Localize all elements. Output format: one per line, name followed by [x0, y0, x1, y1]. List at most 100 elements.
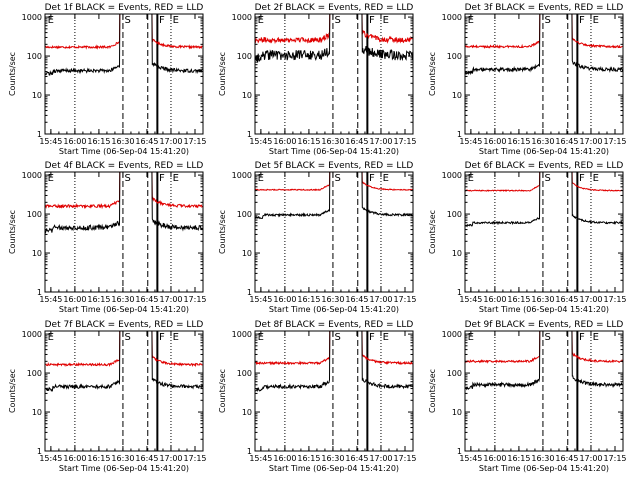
marker-e: E — [593, 332, 599, 343]
x-tick-label: 16:00 — [483, 454, 506, 463]
y-tick-label: 100 — [447, 369, 462, 378]
y-tick-label: 1000 — [442, 330, 462, 339]
x-tick-label: 16:00 — [273, 137, 296, 146]
x-tick-label: 16:15 — [297, 137, 320, 146]
series-events — [45, 331, 203, 392]
x-tick-label: 16:30 — [111, 454, 134, 463]
y-axis-label: Counts/sec — [8, 210, 17, 254]
plot-frame — [44, 13, 204, 135]
x-tick-label: 16:30 — [111, 295, 134, 304]
y-tick-label: 10 — [242, 408, 252, 417]
marker-f: F — [579, 15, 585, 26]
series-lld — [465, 172, 623, 192]
x-tick-label: 16:00 — [63, 295, 86, 304]
x-axis-label: Start Time (06-Sep-04 15:41:20) — [479, 305, 609, 314]
series-lld — [255, 14, 413, 45]
plot-frame — [464, 13, 624, 135]
marker-s: S — [335, 332, 341, 343]
panel-det9: Det 9f BLACK = Events, RED = LLD 1 10 100 10… — [428, 320, 627, 473]
marker-f: F — [369, 15, 375, 26]
x-tick-label: 17:00 — [159, 137, 182, 146]
x-tick-label: 15:45 — [459, 454, 482, 463]
y-tick-label: 1 — [457, 288, 462, 297]
x-tick-label: 16:45 — [135, 295, 158, 304]
x-tick-label: 16:15 — [507, 137, 530, 146]
series-events — [45, 172, 203, 234]
x-tick-label: 15:45 — [249, 295, 272, 304]
panel-title: Det 3f BLACK = Events, RED = LLD — [465, 3, 624, 13]
marker-s: S — [335, 173, 341, 184]
y-tick-label: 1 — [247, 130, 252, 139]
x-tick-label: 17:00 — [579, 295, 602, 304]
x-axis-label: Start Time (06-Sep-04 15:41:20) — [59, 464, 189, 473]
x-tick-label: 17:00 — [159, 295, 182, 304]
marker-f: F — [159, 15, 165, 26]
x-tick-label: 16:45 — [135, 454, 158, 463]
series-lld — [45, 14, 203, 50]
marker-s: S — [125, 15, 131, 26]
x-tick-label: 16:45 — [555, 295, 578, 304]
y-tick-label: 1 — [37, 288, 42, 297]
x-tick-label: 17:00 — [579, 454, 602, 463]
series-events — [255, 331, 413, 393]
x-tick-label: 17:15 — [183, 137, 206, 146]
x-tick-label: 17:00 — [159, 454, 182, 463]
y-tick-label: 100 — [27, 210, 42, 219]
y-axis-label: Counts/sec — [8, 52, 17, 96]
marker-s: S — [545, 15, 551, 26]
panel-det1: Det 1f BLACK = Events, RED = LLD 1 10 100 10… — [8, 3, 207, 156]
series-events — [465, 331, 623, 391]
panel-det5: Det 5f BLACK = Events, RED = LLD 1 10 100 10… — [218, 161, 417, 314]
x-tick-label: 16:45 — [345, 295, 368, 304]
x-tick-label: 16:30 — [531, 454, 554, 463]
y-tick-label: 100 — [447, 210, 462, 219]
y-tick-label: 100 — [447, 52, 462, 61]
y-tick-label: 1000 — [442, 13, 462, 22]
panel-title: Det 4f BLACK = Events, RED = LLD — [45, 161, 204, 171]
series-lld — [255, 331, 413, 366]
panel-det8: Det 8f BLACK = Events, RED = LLD 1 10 100 10… — [218, 320, 417, 473]
y-axis-label: Counts/sec — [218, 52, 227, 96]
marker-e: E — [593, 15, 599, 26]
marker-e: E — [173, 332, 179, 343]
y-tick-label: 1 — [247, 288, 252, 297]
y-axis-label: Counts/sec — [218, 210, 227, 254]
x-axis-label: Start Time (06-Sep-04 15:41:20) — [479, 464, 609, 473]
x-tick-label: 17:15 — [603, 454, 626, 463]
plot-frame — [464, 171, 624, 293]
marker-s: S — [545, 173, 551, 184]
y-tick-label: 100 — [237, 369, 252, 378]
marker-e: E — [593, 173, 599, 184]
x-tick-label: 17:00 — [579, 137, 602, 146]
y-axis-label: Counts/sec — [428, 52, 437, 96]
x-axis-label: Start Time (06-Sep-04 15:41:20) — [269, 147, 399, 156]
y-tick-label: 1 — [457, 447, 462, 456]
x-tick-label: 17:15 — [393, 454, 416, 463]
x-tick-label: 17:00 — [369, 295, 392, 304]
y-tick-label: 1 — [247, 447, 252, 456]
panel-title: Det 2f BLACK = Events, RED = LLD — [255, 3, 414, 13]
x-tick-label: 15:45 — [39, 295, 62, 304]
y-tick-label: 1 — [457, 130, 462, 139]
panel-title: Det 9f BLACK = Events, RED = LLD — [465, 320, 624, 330]
x-tick-label: 17:00 — [369, 137, 392, 146]
panel-title: Det 8f BLACK = Events, RED = LLD — [255, 320, 414, 330]
series-events — [465, 14, 623, 76]
x-tick-label: 16:15 — [87, 295, 110, 304]
x-tick-label: 17:15 — [393, 137, 416, 146]
x-tick-label: 16:00 — [63, 137, 86, 146]
plot-frame — [254, 330, 414, 452]
marker-f: F — [369, 173, 375, 184]
marker-e: E — [258, 15, 264, 26]
y-tick-label: 1 — [37, 130, 42, 139]
panel-title: Det 5f BLACK = Events, RED = LLD — [255, 161, 414, 171]
y-tick-label: 100 — [27, 52, 42, 61]
x-tick-label: 16:30 — [531, 295, 554, 304]
y-tick-label: 1000 — [232, 13, 252, 22]
x-tick-label: 17:15 — [183, 454, 206, 463]
x-tick-label: 16:15 — [297, 295, 320, 304]
series-events — [255, 172, 413, 220]
series-events — [45, 14, 203, 76]
series-lld — [255, 172, 413, 192]
